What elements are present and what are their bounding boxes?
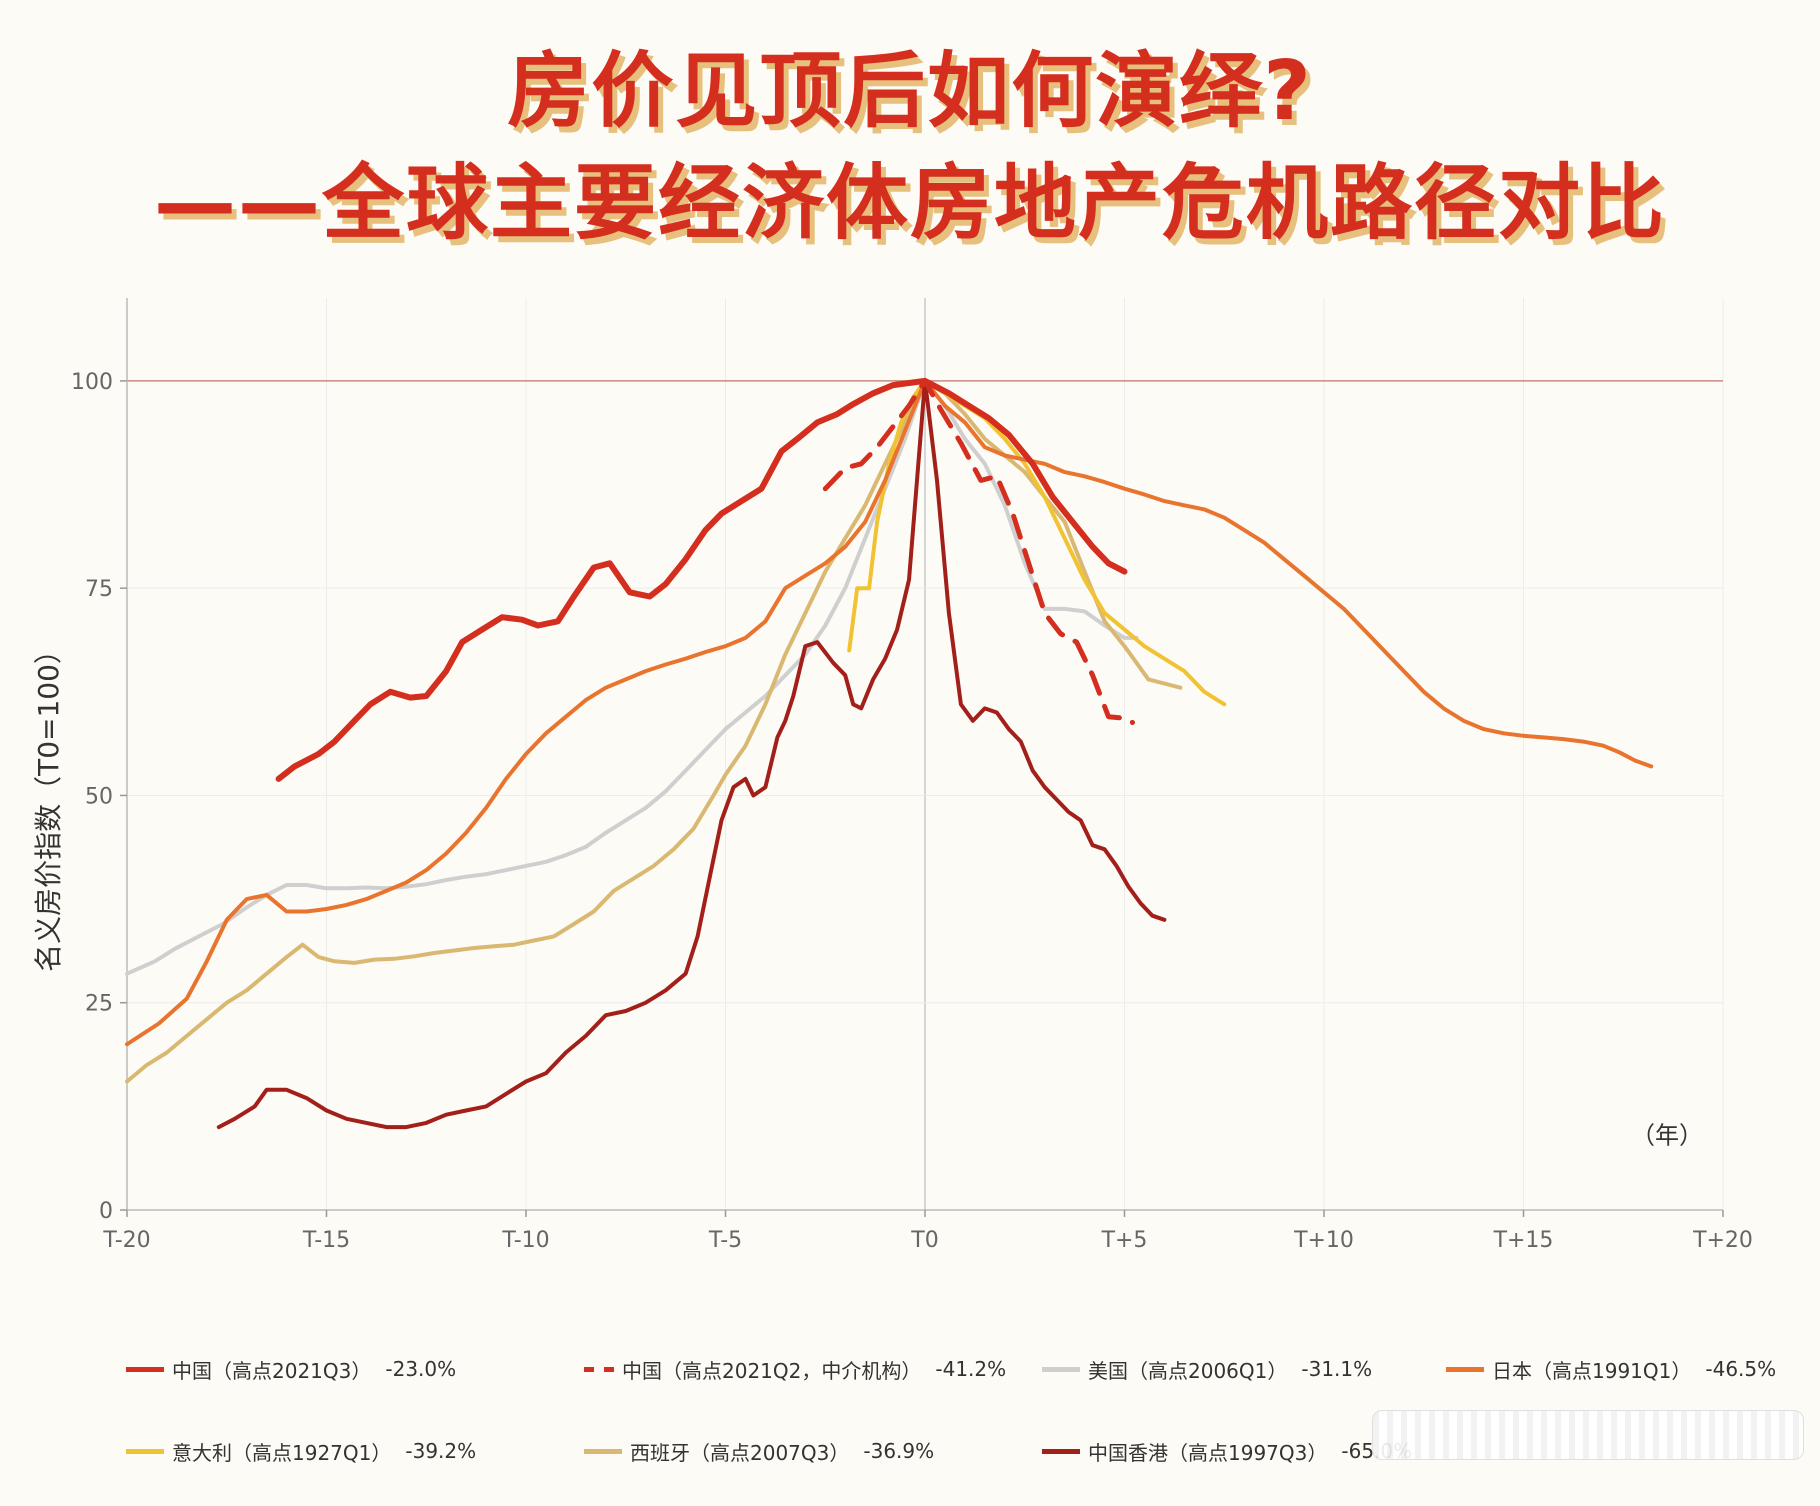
legend-swatch <box>1042 1448 1080 1454</box>
y-tick-label: 25 <box>85 992 113 1017</box>
legend-label: 日本（高点1991Q1） <box>1492 1358 1692 1383</box>
x-tick-label: T-10 <box>501 1228 549 1253</box>
legend-swatch <box>126 1366 164 1372</box>
y-tick-label: 75 <box>85 577 113 602</box>
series-line <box>822 378 1135 725</box>
legend-change: -36.9% <box>863 1439 935 1463</box>
y-tick-label: 100 <box>71 370 113 395</box>
series-line <box>125 378 1654 1047</box>
legend-swatch <box>584 1448 622 1454</box>
chart-title-line2: ——全球主要经济体房地产危机路径对比 <box>153 156 1666 251</box>
legend-item: 意大利（高点1927Q1） -39.2% <box>126 1436 476 1466</box>
legend-change: -41.2% <box>935 1357 1007 1381</box>
x-tick-label: T+5 <box>1101 1228 1148 1253</box>
legend-swatch <box>1446 1366 1484 1372</box>
series-line <box>216 378 1167 1130</box>
x-unit-label: （年） <box>1631 1122 1703 1150</box>
legend-change: -46.5% <box>1705 1357 1777 1381</box>
series-line <box>275 377 1128 782</box>
legend-item: 中国（高点2021Q3） -23.0% <box>126 1354 456 1384</box>
legend-item: 美国（高点2006Q1） -31.1% <box>1042 1354 1372 1384</box>
y-tick-label: 50 <box>85 784 113 809</box>
x-tick-label: T0 <box>910 1228 938 1253</box>
series-line <box>125 378 1139 976</box>
legend-change: -39.2% <box>405 1439 477 1463</box>
legend-item: 日本（高点1991Q1） -46.5% <box>1446 1354 1776 1384</box>
x-tick-label: T+20 <box>1692 1228 1753 1253</box>
x-tick-label: T+10 <box>1293 1228 1354 1253</box>
y-axis-label: 名义房价指数（T0=100） <box>32 636 65 972</box>
x-tick-label: T-15 <box>302 1228 350 1253</box>
legend-label: 西班牙（高点2007Q3） <box>630 1440 850 1465</box>
legend-label: 意大利（高点1927Q1） <box>172 1440 392 1465</box>
legend-swatch <box>584 1366 614 1372</box>
legend-label: 美国（高点2006Q1） <box>1088 1358 1288 1383</box>
legend-item: 中国（高点2021Q2，中介机构） -41.2% <box>584 1354 1006 1384</box>
legend-change: -31.1% <box>1301 1357 1373 1381</box>
legend-swatch <box>1042 1366 1080 1372</box>
legend-change: -23.0% <box>385 1357 457 1381</box>
legend-label: 中国（高点2021Q2，中介机构） <box>622 1358 922 1383</box>
legend-label: 中国香港（高点1997Q3） <box>1088 1440 1328 1465</box>
legend-item: 西班牙（高点2007Q3） -36.9% <box>584 1436 934 1466</box>
legend-item: 中国香港（高点1997Q3）-65.0% <box>1042 1436 1412 1466</box>
legend-swatch <box>126 1448 164 1454</box>
y-tick-label: 0 <box>99 1199 113 1224</box>
legend-label: 中国（高点2021Q3） <box>172 1358 372 1383</box>
x-tick-label: T-5 <box>708 1228 742 1253</box>
x-tick-label: T+15 <box>1493 1228 1554 1253</box>
x-tick-label: T-20 <box>102 1228 150 1253</box>
overlay-watermark <box>1372 1410 1804 1460</box>
series-line <box>125 378 1183 1084</box>
chart-title-line1: 房价见顶后如何演绎? <box>507 44 1313 139</box>
